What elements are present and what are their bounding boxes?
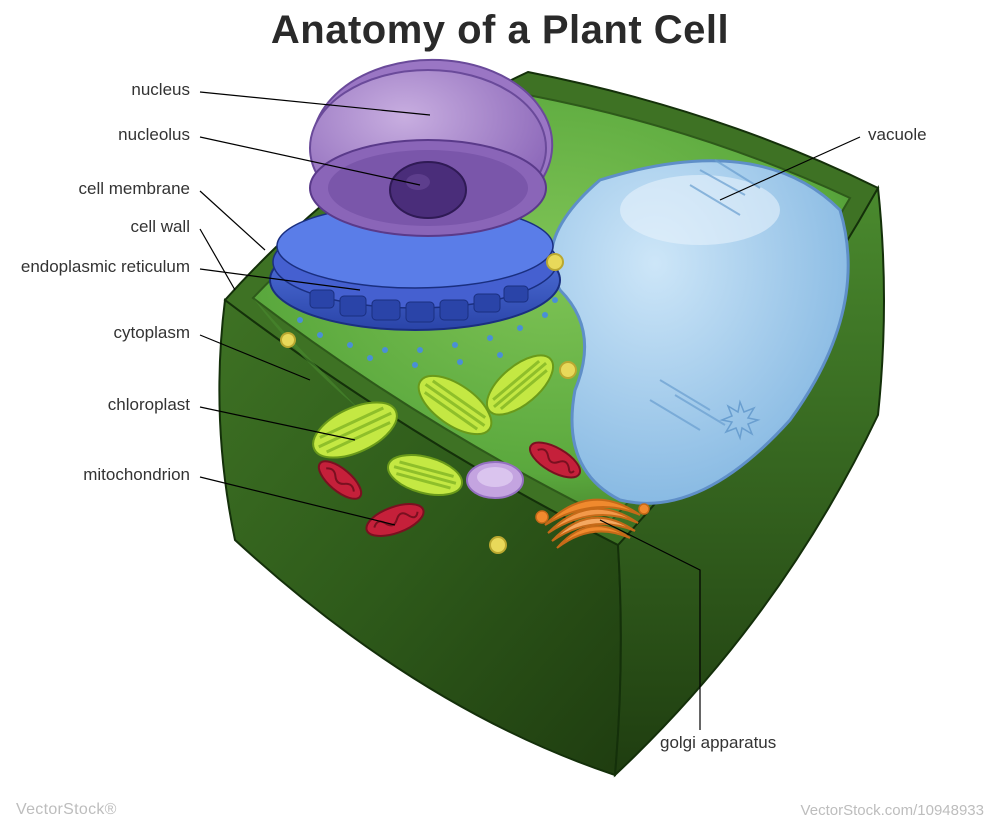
label-cell-wall: cell wall: [130, 217, 190, 237]
label-vacuole: vacuole: [868, 125, 927, 145]
small-organelle: [467, 462, 523, 498]
label-chloroplast: chloroplast: [108, 395, 190, 415]
watermark-id: VectorStock.com/10948933: [801, 802, 984, 819]
label-nucleus: nucleus: [131, 80, 190, 100]
watermark-brand: VectorStock®: [16, 801, 117, 819]
label-nucleolus: nucleolus: [118, 125, 190, 145]
label-mitochondrion: mitochondrion: [83, 465, 190, 485]
label-cytoplasm: cytoplasm: [113, 323, 190, 343]
nucleus: [310, 60, 552, 236]
label-cell-membrane: cell membrane: [79, 179, 191, 199]
label-er: endoplasmic reticulum: [21, 257, 190, 277]
label-golgi: golgi apparatus: [660, 733, 776, 753]
